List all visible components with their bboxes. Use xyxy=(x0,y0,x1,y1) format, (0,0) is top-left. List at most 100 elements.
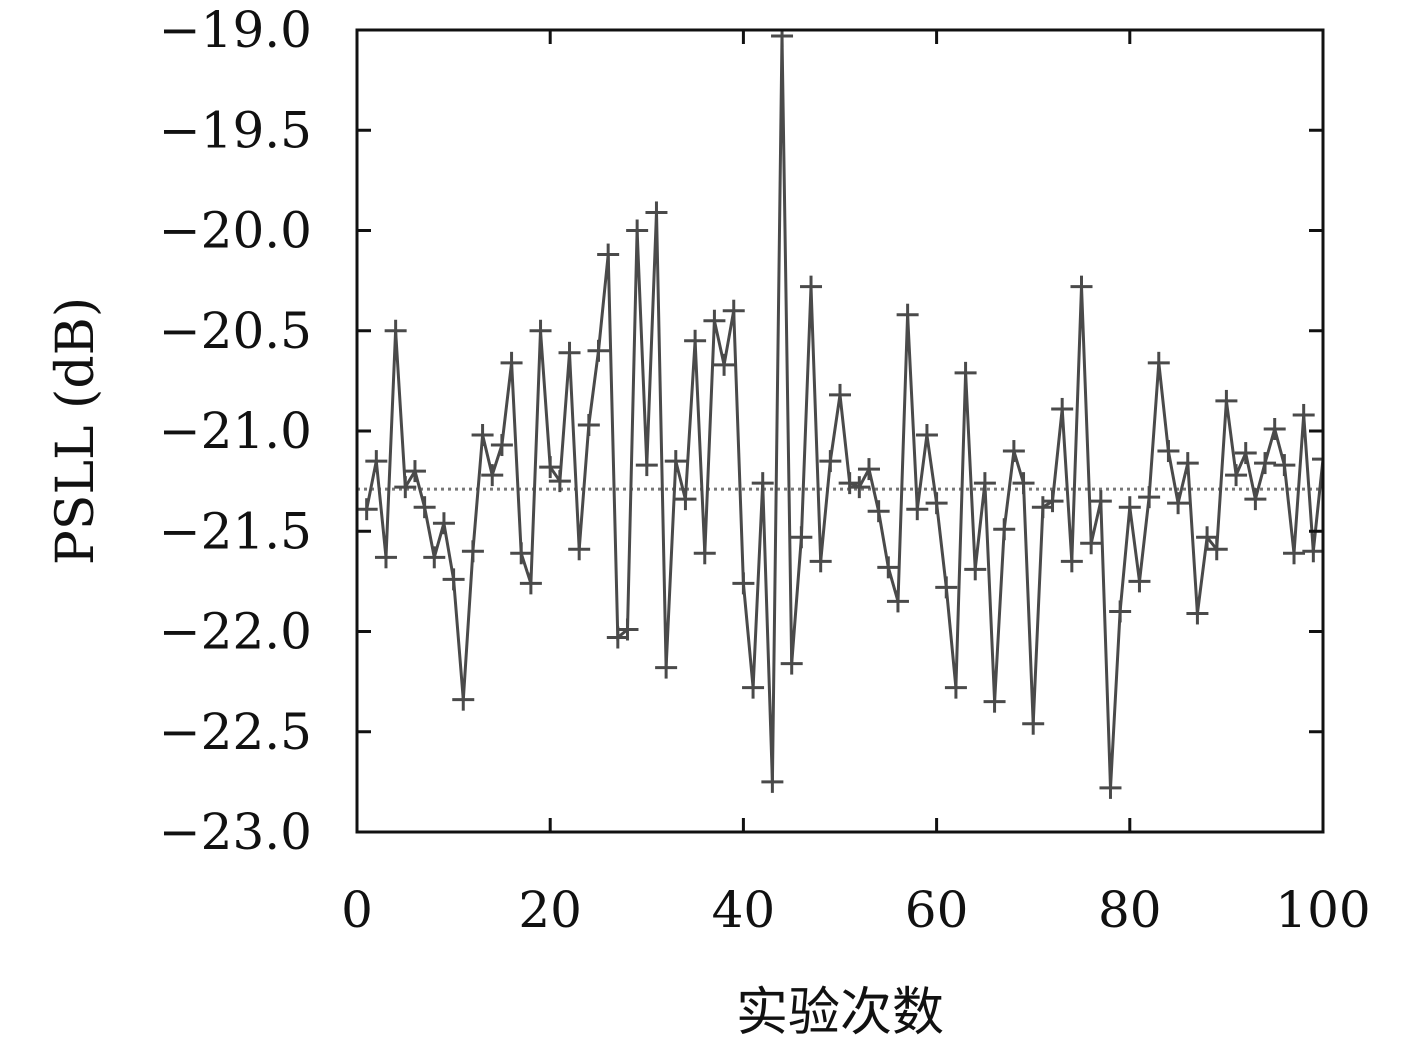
x-axis-label: 实验次数 xyxy=(736,983,944,1043)
data-point-marker xyxy=(684,329,707,352)
data-point-marker xyxy=(1022,712,1045,735)
data-point-marker xyxy=(1312,448,1323,471)
data-point-marker xyxy=(857,458,880,481)
y-tick-label: −20.0 xyxy=(159,202,312,260)
x-tick-label: 40 xyxy=(712,881,776,939)
y-tick-label: −23.0 xyxy=(159,803,312,861)
x-tick-label: 80 xyxy=(1098,881,1162,939)
data-point-marker xyxy=(568,538,591,561)
data-point-marker xyxy=(944,676,967,699)
data-point-marker xyxy=(1292,403,1315,426)
y-tick-labels: −19.0 −19.5 −20.0 −20.5 −21.0 −21.5 −22.0 −22.5… xyxy=(159,1,312,861)
data-point-marker xyxy=(1070,275,1093,298)
data-point-marker xyxy=(867,500,890,523)
data-point-marker xyxy=(616,618,639,641)
data-point-marker xyxy=(761,770,784,793)
data-point-marker xyxy=(664,450,687,473)
data-point-marker xyxy=(471,424,494,447)
y-tick-label: −21.5 xyxy=(159,502,312,560)
data-point-marker xyxy=(829,383,851,406)
data-point-marker xyxy=(1234,442,1257,465)
data-point-marker xyxy=(423,546,446,569)
data-point-marker xyxy=(1147,351,1170,374)
data-point-marker xyxy=(403,460,426,483)
data-point-marker xyxy=(529,319,552,342)
data-point-marker xyxy=(771,30,794,48)
data-point-marker xyxy=(1080,532,1103,555)
plot-area-frame xyxy=(355,28,1325,834)
data-point-marker xyxy=(1118,496,1141,519)
tick-layer xyxy=(355,28,1325,834)
x-tick-label: 60 xyxy=(905,881,969,939)
data-point-marker xyxy=(1167,492,1190,515)
data-point-marker xyxy=(1109,600,1132,623)
data-point-marker xyxy=(1273,454,1296,477)
y-tick-label: −19.5 xyxy=(159,101,312,159)
data-point-marker xyxy=(635,454,658,477)
data-point-marker xyxy=(790,526,813,549)
data-point-marker xyxy=(1215,389,1238,412)
data-point-marker xyxy=(1031,496,1054,519)
data-point-marker xyxy=(742,676,765,699)
data-point-marker xyxy=(915,424,938,447)
data-point-marker xyxy=(838,472,861,495)
data-point-marker xyxy=(539,456,562,479)
data-point-marker xyxy=(1041,490,1064,513)
data-point-marker xyxy=(1138,486,1161,509)
data-point-marker xyxy=(800,275,823,298)
data-point-marker xyxy=(848,476,871,499)
data-point-marker xyxy=(732,572,755,595)
data-point-marker xyxy=(896,303,919,326)
data-point-marker xyxy=(1060,550,1083,573)
data-point-marker xyxy=(935,576,958,599)
data-point-marker xyxy=(357,498,378,521)
y-tick-label: −21.0 xyxy=(159,402,312,460)
data-point-marker xyxy=(964,558,987,581)
x-tick-labels: 0 20 40 60 80 100 xyxy=(341,881,1371,939)
data-point-marker xyxy=(983,690,1006,713)
data-point-marker xyxy=(1012,472,1035,495)
data-point-marker xyxy=(1099,776,1122,799)
data-point-marker xyxy=(374,546,397,569)
data-point-marker xyxy=(1186,602,1209,625)
y-tick-label: −19.0 xyxy=(159,1,312,59)
data-point-marker xyxy=(1244,488,1267,511)
data-point-marker xyxy=(973,472,996,495)
data-point-marker xyxy=(597,243,620,266)
psll-series-line xyxy=(365,35,1323,788)
data-point-marker xyxy=(925,492,948,515)
data-point-marker xyxy=(1205,538,1228,561)
data-point-marker xyxy=(809,550,832,573)
data-point-marker xyxy=(519,572,542,595)
data-point-marker xyxy=(1002,440,1025,463)
data-point-marker xyxy=(365,450,388,473)
data-point-marker xyxy=(1302,540,1323,563)
x-tick-label: 100 xyxy=(1275,881,1370,939)
data-point-marker xyxy=(722,299,745,322)
data-point-marker xyxy=(655,656,678,679)
data-point-marker xyxy=(877,556,900,579)
data-point-marker xyxy=(674,488,697,511)
x-tick-label: 20 xyxy=(518,881,582,939)
data-point-marker xyxy=(432,512,455,535)
data-point-marker xyxy=(703,309,726,332)
data-point-marker xyxy=(886,590,909,613)
data-point-marker xyxy=(548,470,571,493)
data-point-marker xyxy=(1051,397,1074,420)
data-point-marker xyxy=(1089,490,1112,513)
y-axis-label: PSLL (dB) xyxy=(46,297,106,565)
data-point-marker xyxy=(954,361,977,384)
data-point-marker xyxy=(461,540,484,563)
data-point-marker xyxy=(1176,452,1199,475)
data-point-marker xyxy=(481,464,504,487)
data-point-marker xyxy=(1254,452,1277,475)
series-layer xyxy=(357,30,1323,799)
data-point-marker xyxy=(713,353,736,376)
data-point-marker xyxy=(490,434,513,457)
data-point-marker xyxy=(500,351,523,374)
data-point-marker xyxy=(906,498,929,521)
data-point-marker xyxy=(510,542,533,565)
data-point-marker xyxy=(1225,464,1248,487)
y-tick-label: −22.5 xyxy=(159,703,312,761)
data-point-marker xyxy=(780,652,803,675)
